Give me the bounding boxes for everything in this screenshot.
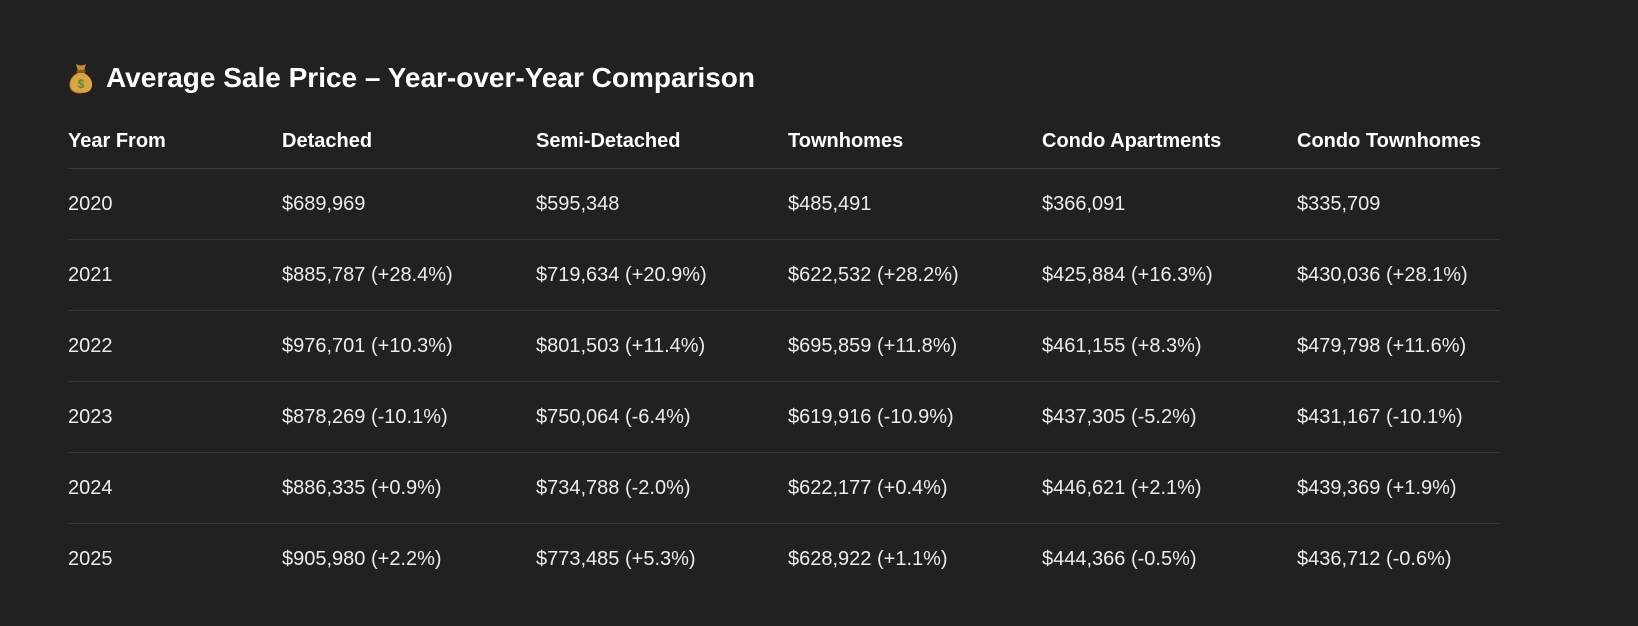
cell-semi-detached: $734,788 (-2.0%) (536, 452, 788, 524)
column-header-detached: Detached (282, 114, 536, 169)
cell-condo-townhomes: $436,712 (-0.6%) (1297, 547, 1452, 570)
cell-townhomes: $619,916 (-10.9%) (788, 381, 1042, 453)
cell-detached: $976,701 (+10.3%) (282, 310, 536, 382)
cell-detached: $905,980 (+2.2%) (282, 547, 442, 570)
column-header-year-from: Year From (68, 114, 282, 169)
cell-condo-townhomes: $479,798 (+11.6%) (1297, 310, 1500, 382)
cell-year: 2025 (68, 547, 113, 570)
section-heading: $ Average Sale Price – Year-over-Year Co… (68, 56, 1500, 100)
cell-condo-apartments: $437,305 (-5.2%) (1042, 381, 1297, 453)
table-row: 2023 $878,269 (-10.1%) $750,064 (-6.4%) … (68, 381, 1500, 453)
cell-year: 2021 (68, 239, 282, 311)
cell-condo-apartments: $444,366 (-0.5%) (1042, 547, 1197, 570)
cell-condo-townhomes: $430,036 (+28.1%) (1297, 239, 1500, 311)
cell-condo-townhomes: $335,709 (1297, 168, 1500, 240)
table-row: 2022 $976,701 (+10.3%) $801,503 (+11.4%)… (68, 310, 1500, 382)
column-header-condo-townhomes: Condo Townhomes (1297, 114, 1500, 169)
table-row: 2021 $885,787 (+28.4%) $719,634 (+20.9%)… (68, 239, 1500, 311)
cell-condo-townhomes: $439,369 (+1.9%) (1297, 452, 1500, 524)
cell-townhomes: $622,532 (+28.2%) (788, 239, 1042, 311)
cell-detached: $878,269 (-10.1%) (282, 381, 536, 453)
cell-detached: $885,787 (+28.4%) (282, 239, 536, 311)
table-row: 2024 $886,335 (+0.9%) $734,788 (-2.0%) $… (68, 452, 1500, 524)
cell-condo-apartments: $425,884 (+16.3%) (1042, 239, 1297, 311)
column-header-condo-apartments: Condo Apartments (1042, 114, 1297, 169)
cell-year: 2022 (68, 310, 282, 382)
cell-semi-detached: $719,634 (+20.9%) (536, 239, 788, 311)
table-header-row: Year From Detached Semi-Detached Townhom… (68, 114, 1500, 169)
cell-condo-apartments: $446,621 (+2.1%) (1042, 452, 1297, 524)
cell-year: 2024 (68, 452, 282, 524)
cell-semi-detached: $773,485 (+5.3%) (536, 547, 696, 570)
section-title: Average Sale Price – Year-over-Year Comp… (106, 62, 756, 93)
cell-condo-apartments: $366,091 (1042, 168, 1297, 240)
cell-year: 2023 (68, 381, 282, 453)
cell-semi-detached: $801,503 (+11.4%) (536, 310, 788, 382)
cell-townhomes: $485,491 (788, 168, 1042, 240)
content-area: $ Average Sale Price – Year-over-Year Co… (68, 56, 1500, 594)
price-comparison-table: Year From Detached Semi-Detached Townhom… (68, 114, 1500, 594)
cell-semi-detached: $750,064 (-6.4%) (536, 381, 788, 453)
cell-semi-detached: $595,348 (536, 168, 788, 240)
cell-condo-townhomes: $431,167 (-10.1%) (1297, 381, 1500, 453)
money-bag-icon: $ (68, 62, 94, 94)
cell-detached: $886,335 (+0.9%) (282, 452, 536, 524)
cell-townhomes: $695,859 (+11.8%) (788, 310, 1042, 382)
cell-condo-apartments: $461,155 (+8.3%) (1042, 310, 1297, 382)
cell-year: 2020 (68, 168, 282, 240)
cell-detached: $689,969 (282, 168, 536, 240)
table-row: 2025 $905,980 (+2.2%) $773,485 (+5.3%) $… (68, 524, 1500, 595)
cell-townhomes: $628,922 (+1.1%) (788, 547, 948, 570)
svg-text:$: $ (78, 77, 85, 91)
column-header-townhomes: Townhomes (788, 114, 1042, 169)
table-row: 2020 $689,969 $595,348 $485,491 $366,091… (68, 168, 1500, 240)
cell-townhomes: $622,177 (+0.4%) (788, 452, 1042, 524)
column-header-semi-detached: Semi-Detached (536, 114, 788, 169)
